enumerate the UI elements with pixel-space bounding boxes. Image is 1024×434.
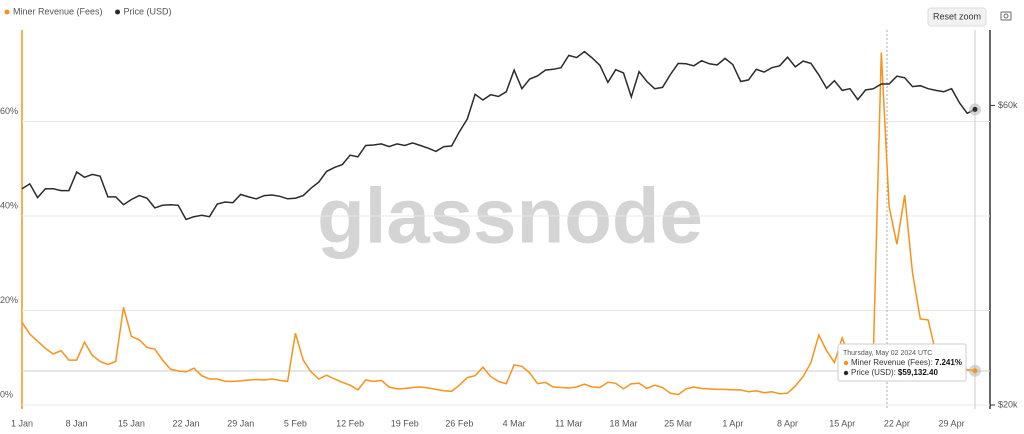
x-tick-label: 22 Apr xyxy=(884,418,910,428)
y2-tick-label: $20k xyxy=(998,399,1018,409)
x-tick-label: 29 Jan xyxy=(227,418,254,428)
x-tick-label: 29 Apr xyxy=(939,418,965,428)
tooltip-label: Miner Revenue (Fees): xyxy=(851,358,933,367)
x-tick-label: 18 Mar xyxy=(609,418,637,428)
x-tick-label: 8 Jan xyxy=(66,418,88,428)
y-tick-label: 0% xyxy=(0,389,13,399)
x-tick-label: 1 Jan xyxy=(11,418,33,428)
tooltip-swatch xyxy=(843,360,849,366)
camera-lens[interactable] xyxy=(1003,13,1009,19)
tooltip-value: 7.241% xyxy=(935,358,962,367)
button-bg[interactable] xyxy=(927,7,987,27)
camera-icon[interactable] xyxy=(1000,11,1012,21)
hover-point xyxy=(972,106,978,112)
y-tick-label: 40% xyxy=(0,200,18,210)
x-tick-label: 15 Apr xyxy=(829,418,855,428)
tooltip-label: Price (USD): xyxy=(851,368,896,377)
y-tick-label: 20% xyxy=(0,295,18,305)
x-tick-label: 11 Mar xyxy=(555,418,582,428)
x-tick-label: 8 Apr xyxy=(777,418,798,428)
x-tick-label: 12 Feb xyxy=(336,418,364,428)
button-label[interactable]: Reset zoom xyxy=(933,11,981,21)
x-tick-label: 26 Feb xyxy=(445,418,473,428)
legend-label: Miner Revenue (Fees) xyxy=(13,6,103,16)
tooltip-value: $59,132.40 xyxy=(898,368,939,377)
legend-swatch xyxy=(115,9,121,15)
tooltip-bg xyxy=(837,343,967,382)
x-tick-label: 19 Feb xyxy=(391,418,419,428)
hover-point xyxy=(972,368,978,374)
legend-swatch xyxy=(4,9,10,15)
y-tick-label: 60% xyxy=(0,106,18,116)
x-tick-label: 15 Jan xyxy=(118,418,145,428)
x-tick-label: 22 Jan xyxy=(173,418,200,428)
y2-tick-label: $60k xyxy=(998,100,1018,110)
x-tick-label: 4 Mar xyxy=(503,418,526,428)
reset-zoom-button[interactable]: Reset zoom xyxy=(927,7,987,27)
x-tick-label: 1 Apr xyxy=(722,418,743,428)
tooltip-title: Thursday, May 02 2024 UTC xyxy=(843,350,932,357)
tooltip-swatch xyxy=(843,370,849,376)
series-line xyxy=(21,52,976,396)
legend-label: Price (USD) xyxy=(124,6,172,16)
x-tick-label: 25 Mar xyxy=(664,418,692,428)
series-line xyxy=(21,50,976,221)
x-tick-label: 5 Feb xyxy=(284,418,307,428)
camera-body[interactable] xyxy=(1000,11,1012,21)
